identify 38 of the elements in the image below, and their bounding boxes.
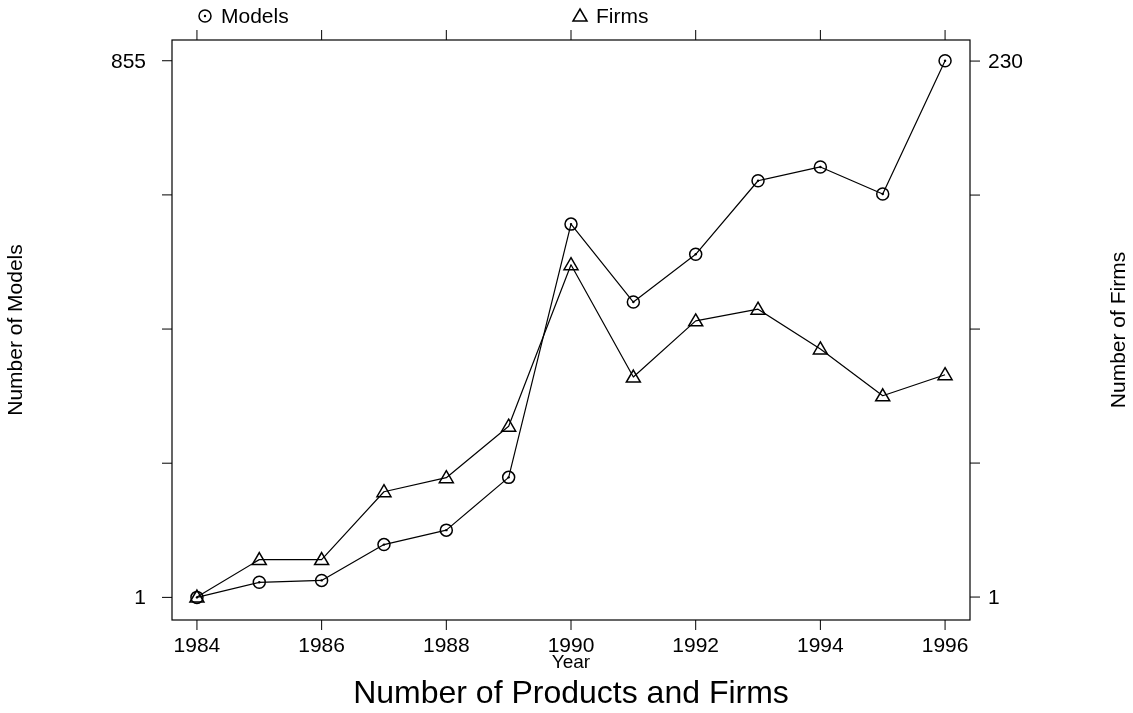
y2-tick-label: 1 (988, 585, 1000, 609)
x-tick-label: 1992 (672, 633, 720, 656)
y-tick-label: 855 (110, 48, 146, 72)
y2-tick-label: 230 (988, 49, 1024, 73)
point (563, 256, 579, 271)
point (625, 369, 642, 383)
point (313, 551, 330, 566)
legend-label: Models (221, 4, 289, 27)
point (626, 295, 641, 309)
x-tick-label: 1986 (298, 633, 345, 656)
point (938, 53, 952, 68)
point (251, 551, 268, 566)
y2-axis-title: Number of Firms (1106, 251, 1129, 409)
point (937, 366, 953, 381)
point (564, 217, 578, 231)
point (874, 388, 891, 402)
legend-label: Firms (596, 4, 649, 27)
point (687, 313, 704, 327)
y-axis-title: Number of Models (3, 244, 26, 416)
point (500, 418, 517, 432)
point (377, 537, 391, 552)
point (501, 470, 516, 485)
point (875, 187, 890, 201)
point (314, 573, 329, 588)
point (252, 575, 267, 590)
point (376, 483, 392, 498)
point (688, 247, 703, 262)
point (750, 301, 766, 315)
point (438, 469, 455, 484)
point (812, 341, 829, 355)
x-tick-label: 1994 (797, 633, 845, 656)
x-tick-label: 1988 (422, 633, 470, 656)
x-tick-label: 1984 (173, 633, 221, 656)
point (813, 160, 828, 174)
text: Number of Products and Firms (353, 674, 789, 710)
x-tick-label: 1996 (921, 633, 969, 656)
point (751, 174, 765, 188)
point (439, 523, 454, 537)
